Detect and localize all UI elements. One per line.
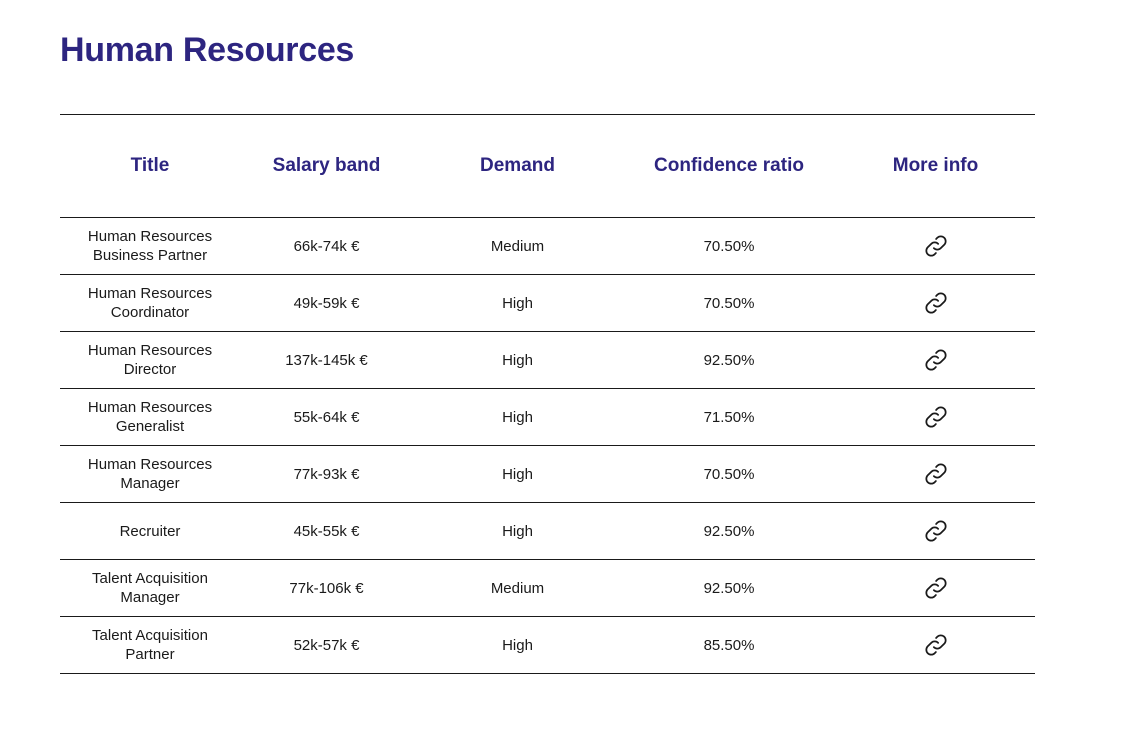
link-icon[interactable] [923,233,949,259]
cell-salary-band: 77k-106k € [289,579,364,597]
cell-confidence-ratio: 85.50% [703,636,755,654]
cell-title: Talent Acquisition Partner [60,617,240,674]
table-header-row: Title Salary band Demand Confidence rati… [60,114,1035,218]
cell-confidence-ratio: 92.50% [703,522,755,540]
column-header-demand: Demand [480,155,555,176]
link-icon[interactable] [923,575,949,601]
cell-title: Recruiter [60,503,240,560]
job-title: Talent Acquisition Manager [92,570,208,606]
table-row: Talent Acquisition Manager 77k-106k € Medi… [60,560,1035,617]
cell-demand: High [502,465,533,483]
table-row: Human Resources Director 137k-145k € High 9… [60,332,1035,389]
job-title: Human Resources Director [87,342,213,378]
cell-demand: High [502,522,533,540]
cell-confidence-ratio: 71.50% [703,408,755,426]
job-title: Human Resources Generalist [87,399,213,435]
link-icon[interactable] [923,632,949,658]
cell-more-info [836,332,1035,389]
cell-confidence-ratio: 70.50% [703,465,755,483]
cell-more-info [836,617,1035,674]
cell-salary-band: 55k-64k € [293,408,360,426]
job-title: Talent Acquisition Partner [92,627,208,663]
cell-title: Human Resources Manager [60,446,240,503]
cell-title: Human Resources Coordinator [60,275,240,332]
job-title: Human Resources Manager [87,456,213,492]
table-row: Human Resources Generalist 55k-64k € High 7… [60,389,1035,446]
table-row: Human Resources Business Partner 66k-74k … [60,218,1035,275]
job-title: Human Resources Coordinator [87,285,213,321]
table-row: Talent Acquisition Partner 52k-57k € High 8… [60,617,1035,674]
table-body: Human Resources Business Partner 66k-74k … [60,218,1035,674]
column-header-salary-band: Salary band [272,155,381,176]
cell-salary-band: 49k-59k € [293,294,360,312]
cell-demand: Medium [490,237,545,255]
cell-title: Human Resources Director [60,332,240,389]
column-header-more-info: More info [892,155,979,176]
cell-title: Talent Acquisition Manager [60,560,240,617]
link-icon[interactable] [923,290,949,316]
cell-confidence-ratio: 92.50% [703,579,755,597]
cell-demand: High [502,294,533,312]
cell-title: Human Resources Business Partner [60,218,240,275]
cell-demand: High [502,351,533,369]
salary-table: Title Salary band Demand Confidence rati… [60,114,1035,674]
cell-more-info [836,446,1035,503]
table-header: Title Salary band Demand Confidence rati… [60,114,1035,218]
cell-salary-band: 77k-93k € [293,465,360,483]
cell-title: Human Resources Generalist [60,389,240,446]
cell-salary-band: 66k-74k € [293,237,360,255]
table-row: Recruiter 45k-55k € High 92.50% [60,503,1035,560]
cell-demand: High [502,636,533,654]
cell-demand: High [502,408,533,426]
cell-demand: Medium [490,579,545,597]
cell-confidence-ratio: 70.50% [703,237,755,255]
salary-table-container: Title Salary band Demand Confidence rati… [60,114,1035,674]
column-header-title: Title [130,155,170,176]
job-title: Human Resources Business Partner [87,228,213,264]
cell-salary-band: 52k-57k € [293,636,360,654]
table-row: Human Resources Manager 77k-93k € High 70.5… [60,446,1035,503]
cell-more-info [836,275,1035,332]
column-header-confidence-ratio: Confidence ratio [654,155,804,176]
cell-confidence-ratio: 70.50% [703,294,755,312]
table-row: Human Resources Coordinator 49k-59k € High… [60,275,1035,332]
cell-more-info [836,218,1035,275]
link-icon[interactable] [923,461,949,487]
link-icon[interactable] [923,404,949,430]
cell-salary-band: 45k-55k € [293,522,360,540]
link-icon[interactable] [923,347,949,373]
cell-confidence-ratio: 92.50% [703,351,755,369]
link-icon[interactable] [923,518,949,544]
cell-more-info [836,560,1035,617]
cell-salary-band: 137k-145k € [285,351,368,369]
job-title: Recruiter [119,522,181,540]
page-title: Human Resources [60,31,355,69]
cell-more-info [836,503,1035,560]
cell-more-info [836,389,1035,446]
